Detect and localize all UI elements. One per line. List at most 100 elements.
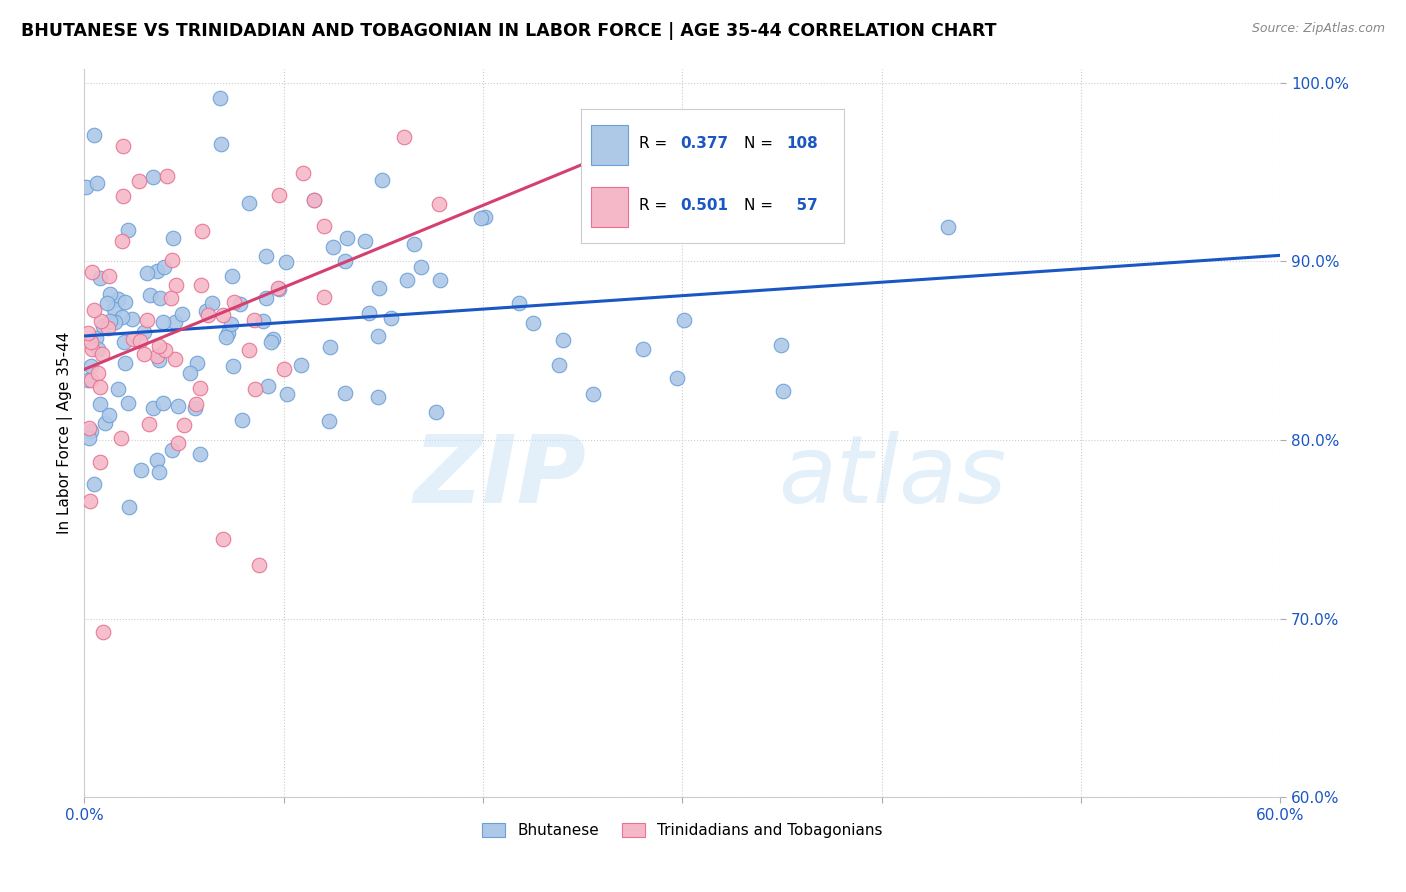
Point xyxy=(111,235,134,249)
Point xyxy=(673,313,696,327)
Point xyxy=(208,91,231,105)
Point xyxy=(111,188,134,202)
Point xyxy=(508,296,530,310)
Point xyxy=(80,425,103,439)
Point xyxy=(145,350,167,364)
Point xyxy=(173,418,195,433)
Point xyxy=(367,328,389,343)
Point xyxy=(359,306,381,320)
Point xyxy=(152,315,174,329)
Point xyxy=(429,273,451,287)
Point xyxy=(83,128,105,142)
Point xyxy=(184,397,207,411)
Point xyxy=(80,265,103,279)
Point xyxy=(336,231,359,245)
Point xyxy=(98,313,121,327)
Point xyxy=(103,315,125,329)
Point xyxy=(153,343,176,358)
Point xyxy=(312,219,335,233)
Point xyxy=(215,330,238,344)
Point xyxy=(194,304,217,318)
Point xyxy=(269,187,291,202)
Point xyxy=(314,290,336,304)
Point xyxy=(76,326,98,341)
Point xyxy=(117,396,139,410)
Point xyxy=(162,252,184,267)
Point xyxy=(470,211,492,226)
Point xyxy=(367,390,389,404)
Point xyxy=(267,282,290,296)
Point xyxy=(86,176,108,190)
Point xyxy=(197,309,219,323)
Point xyxy=(114,294,136,309)
Point xyxy=(769,338,792,352)
Point xyxy=(936,219,959,234)
Point xyxy=(153,260,176,275)
Point xyxy=(166,399,188,413)
Point xyxy=(97,320,120,334)
Point xyxy=(83,477,105,491)
Point xyxy=(551,333,574,347)
Point xyxy=(163,351,186,366)
Point xyxy=(186,356,208,370)
Point xyxy=(333,386,356,401)
Point xyxy=(79,373,101,387)
Point xyxy=(156,169,179,183)
Point xyxy=(429,196,451,211)
Point xyxy=(368,281,391,295)
Point xyxy=(96,296,118,310)
Point xyxy=(396,273,419,287)
Point xyxy=(191,224,214,238)
Point xyxy=(114,356,136,370)
Point xyxy=(89,455,111,469)
Point xyxy=(77,373,100,387)
Point xyxy=(212,532,235,546)
Point xyxy=(142,401,165,415)
Point xyxy=(75,180,97,194)
Point xyxy=(112,139,135,153)
Point xyxy=(254,249,277,263)
Point xyxy=(221,359,243,373)
Point xyxy=(273,362,295,376)
Point xyxy=(581,386,603,401)
Point xyxy=(132,325,155,339)
Point xyxy=(221,269,243,284)
Point xyxy=(136,266,159,280)
Point xyxy=(84,330,107,344)
Point xyxy=(159,292,181,306)
Point xyxy=(304,193,326,207)
Point xyxy=(380,310,402,325)
Point xyxy=(219,318,242,332)
Point xyxy=(139,288,162,302)
Point xyxy=(425,405,447,419)
Point xyxy=(145,264,167,278)
Point xyxy=(252,314,274,328)
Point xyxy=(131,463,153,477)
Point xyxy=(333,253,356,268)
Point xyxy=(188,447,211,461)
Point xyxy=(222,294,245,309)
Point xyxy=(238,196,260,211)
Point xyxy=(90,314,112,328)
Point xyxy=(128,334,150,348)
Point xyxy=(243,313,266,327)
Point xyxy=(371,172,394,186)
Point xyxy=(89,271,111,285)
Point xyxy=(98,286,121,301)
Point xyxy=(148,338,170,352)
Point xyxy=(201,296,224,310)
Point xyxy=(165,315,187,329)
Text: atlas: atlas xyxy=(778,431,1007,522)
Point xyxy=(91,624,114,639)
Point xyxy=(392,129,415,144)
Point xyxy=(212,308,235,322)
Point xyxy=(148,291,170,305)
Point xyxy=(91,347,114,361)
Point xyxy=(97,268,120,283)
Point xyxy=(94,416,117,430)
Point xyxy=(89,397,111,411)
Point xyxy=(107,382,129,396)
Point xyxy=(302,193,325,207)
Point xyxy=(184,401,207,415)
Point xyxy=(110,310,132,324)
